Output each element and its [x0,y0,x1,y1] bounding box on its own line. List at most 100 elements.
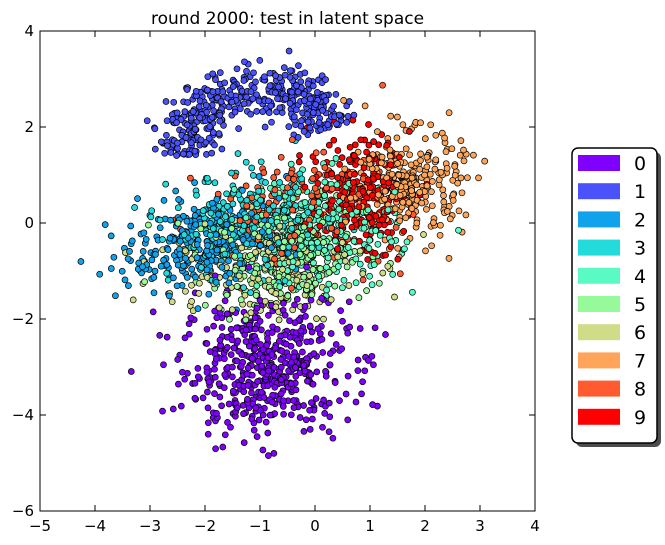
data-point-9 [301,183,309,191]
data-point-0 [325,399,333,407]
legend-label-3: 3 [634,238,646,260]
data-point-5 [281,214,288,222]
data-point-9 [375,221,383,229]
data-point-0 [264,429,272,437]
data-point-1 [170,98,178,106]
data-point-7 [394,113,401,121]
x-tick-label: −3 [139,517,161,535]
data-point-0 [301,303,309,310]
data-point-8 [236,217,244,224]
data-point-9 [345,156,353,164]
data-point-9 [387,161,394,169]
data-point-9 [351,170,358,178]
data-point-7 [406,151,413,159]
data-point-2 [248,209,255,217]
data-point-1 [182,134,190,141]
data-point-2 [165,292,173,300]
data-point-0 [281,311,289,319]
data-point-2 [223,221,231,228]
data-point-1 [228,98,236,106]
data-point-2 [167,216,174,224]
data-point-7 [430,219,437,226]
data-point-1 [205,134,213,142]
data-point-6 [306,272,313,279]
data-point-0 [253,433,261,440]
data-point-5 [308,291,316,298]
data-point-2 [218,263,226,271]
data-point-0 [318,336,326,343]
data-point-1 [227,91,235,99]
data-point-0 [258,362,266,370]
data-point-4 [310,259,317,267]
data-point-1 [297,78,305,85]
data-point-5 [307,251,315,259]
data-point-0 [309,380,317,388]
data-point-6 [129,296,137,304]
data-point-9 [382,251,389,259]
data-point-5 [228,225,236,232]
data-point-7 [446,215,454,223]
data-point-0 [292,364,299,371]
data-point-8 [270,174,278,181]
data-point-3 [288,225,296,232]
data-point-4 [297,242,305,250]
data-point-9 [334,174,342,181]
data-point-9 [296,152,303,159]
data-point-7 [413,181,420,189]
data-point-3 [247,289,254,296]
data-point-0 [302,313,309,320]
data-point-0 [262,418,270,426]
data-point-7 [451,171,459,179]
data-point-8 [333,228,341,235]
data-point-4 [344,244,352,251]
data-point-7 [451,162,459,170]
data-point-0 [352,398,360,406]
data-point-2 [110,253,118,261]
legend-swatch-1 [578,183,620,200]
data-point-4 [315,208,323,216]
data-point-3 [285,243,293,251]
data-point-0 [338,345,346,353]
data-point-1 [161,149,169,157]
data-point-1 [301,97,308,104]
data-point-8 [242,182,250,190]
data-point-0 [303,263,310,271]
data-point-4 [368,281,376,289]
data-point-0 [233,324,240,332]
data-point-0 [244,395,251,403]
data-point-1 [275,83,282,91]
data-point-4 [331,237,339,245]
data-point-6 [272,303,280,311]
data-point-0 [245,263,253,271]
data-point-1 [344,113,352,120]
data-point-0 [229,373,236,381]
data-point-0 [260,394,268,401]
data-point-1 [313,89,321,96]
data-point-1 [216,69,224,76]
data-point-3 [216,218,224,225]
data-point-1 [287,67,294,74]
legend-swatch-6 [578,324,620,341]
x-tick-label: 2 [420,517,430,535]
data-point-0 [265,452,272,459]
data-point-1 [167,149,175,156]
data-point-4 [308,244,316,252]
data-point-7 [443,164,451,172]
data-point-9 [316,222,324,230]
data-point-9 [334,245,342,253]
data-point-2 [134,195,141,202]
data-point-0 [344,329,352,337]
data-point-2 [107,265,115,272]
data-point-5 [281,238,288,245]
data-point-1 [247,88,255,96]
data-point-6 [238,244,245,252]
data-point-2 [107,232,115,240]
data-point-5 [279,244,287,251]
data-point-0 [218,324,226,331]
data-point-7 [347,194,354,202]
data-point-4 [360,224,368,232]
data-point-0 [191,379,199,387]
data-point-3 [242,158,250,166]
data-point-1 [187,114,195,122]
data-point-1 [252,78,259,86]
